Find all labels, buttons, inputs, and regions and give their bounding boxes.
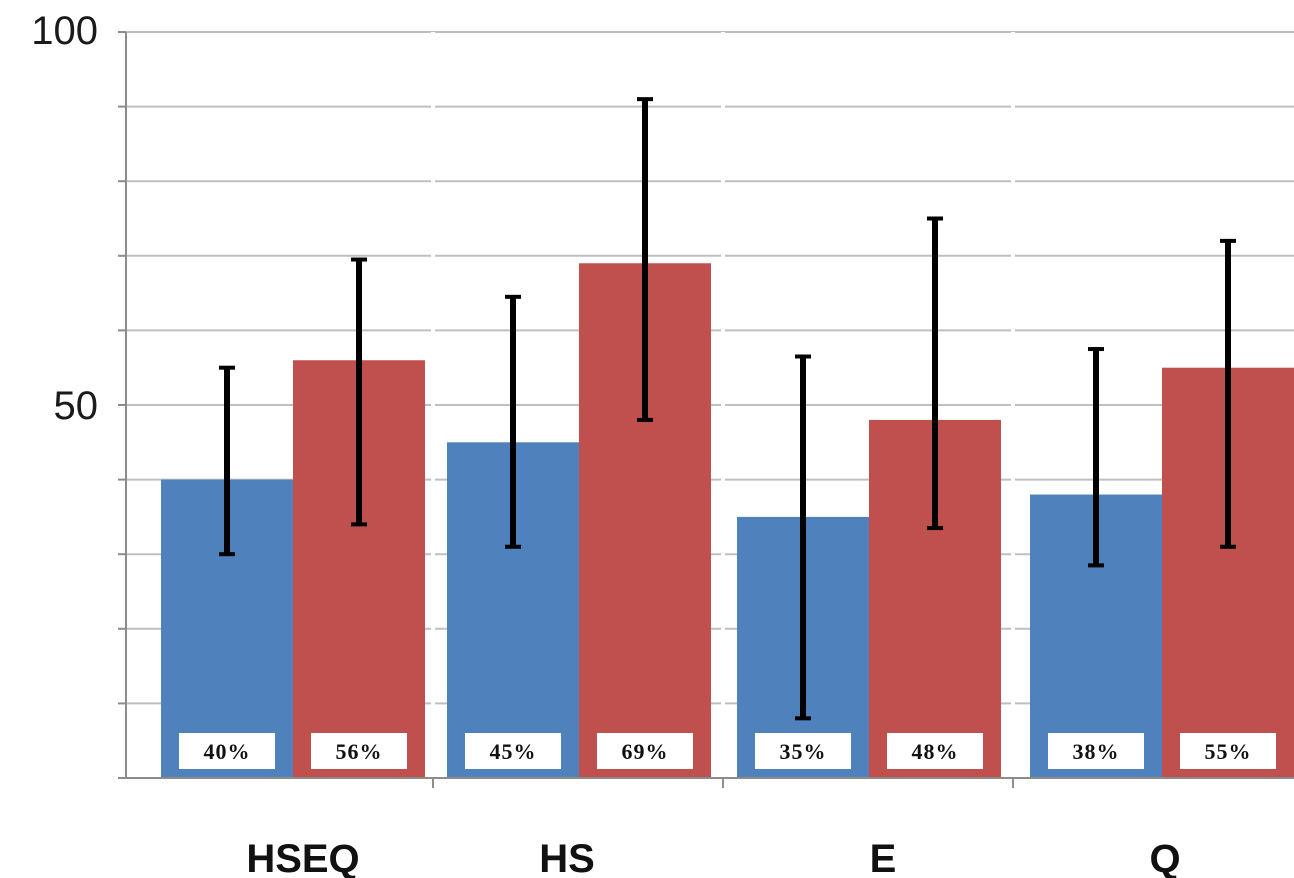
data-label-hseq-s1: 40% bbox=[204, 739, 251, 764]
data-label-box bbox=[465, 733, 561, 769]
data-label-box bbox=[311, 733, 407, 769]
data-label-box bbox=[1180, 733, 1276, 769]
data-label-box bbox=[597, 733, 693, 769]
category-label-hs: HS bbox=[539, 837, 595, 878]
data-label-box bbox=[179, 733, 275, 769]
error-bars bbox=[219, 97, 1236, 721]
data-label-q-s1: 38% bbox=[1073, 739, 1120, 764]
category-label-q: Q bbox=[1149, 837, 1180, 878]
data-label-e-s1: 35% bbox=[780, 739, 827, 764]
data-label-e-s2: 48% bbox=[912, 739, 959, 764]
data-label-hs-s2: 69% bbox=[622, 739, 669, 764]
data-label-box bbox=[887, 733, 983, 769]
bars bbox=[161, 263, 1294, 778]
data-label-box bbox=[1048, 733, 1144, 769]
axes: 100 50 HSEQ HS E Q bbox=[31, 9, 1294, 878]
category-label-e: E bbox=[870, 837, 897, 878]
data-label-hseq-s2: 56% bbox=[336, 739, 383, 764]
category-label-hseq: HSEQ bbox=[246, 837, 359, 878]
data-labels: 40% 56% 45% 69% 35% 48% 38% 55% bbox=[179, 733, 1276, 769]
data-label-q-s2: 55% bbox=[1205, 739, 1252, 764]
y-tick-label-50: 50 bbox=[54, 384, 99, 428]
data-label-box bbox=[755, 733, 851, 769]
y-tick-label-100: 100 bbox=[31, 9, 98, 53]
data-label-hs-s1: 45% bbox=[490, 739, 537, 764]
